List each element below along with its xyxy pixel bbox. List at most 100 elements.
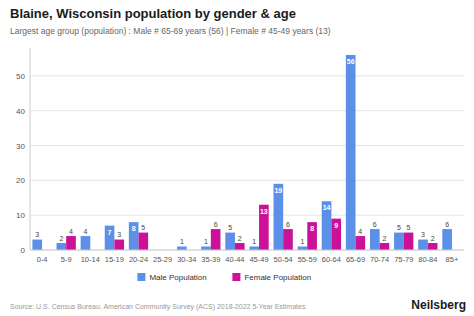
data-label: 2 — [59, 235, 63, 242]
data-label: 1 — [180, 238, 184, 245]
bar — [307, 222, 317, 250]
x-tick-label: 65-69 — [346, 255, 365, 264]
data-label: 3 — [421, 231, 425, 238]
data-label: 13 — [260, 208, 268, 215]
bar — [394, 233, 404, 250]
bar — [57, 243, 67, 250]
y-tick-label: 20 — [16, 176, 25, 185]
x-tick-label: 80-84 — [418, 255, 437, 264]
bar — [81, 236, 91, 250]
data-label: 4 — [84, 228, 88, 235]
legend: Male Population Female Population — [137, 273, 311, 282]
bar — [129, 222, 139, 250]
data-label: 14 — [323, 204, 331, 211]
x-tick-label: 50-54 — [274, 255, 293, 264]
data-label: 5 — [228, 224, 232, 231]
x-tick-label: 15-19 — [105, 255, 124, 264]
y-tick-label: 40 — [16, 107, 25, 116]
data-label: 2 — [238, 235, 242, 242]
bar — [235, 243, 245, 250]
grid-line — [30, 180, 464, 181]
bar — [139, 233, 149, 250]
legend-swatch — [137, 273, 145, 281]
bar — [211, 229, 221, 250]
x-tick-label: 55-59 — [298, 255, 317, 264]
grid-line — [30, 250, 464, 251]
bars — [32, 55, 452, 250]
legend-swatch — [232, 273, 240, 281]
grid-line — [30, 110, 464, 111]
legend-label: Female Population — [244, 273, 311, 282]
source-note: Source: U.S. Census Bureau, American Com… — [10, 303, 306, 311]
data-label: 4 — [358, 228, 362, 235]
data-label: 5 — [397, 224, 401, 231]
y-tick-label: 10 — [16, 211, 25, 220]
bar — [274, 184, 284, 250]
data-label: 7 — [108, 229, 112, 236]
bar — [428, 243, 438, 250]
data-label: 9 — [334, 222, 338, 229]
y-axis-line — [30, 48, 31, 250]
grid-line — [30, 75, 464, 76]
bar — [105, 226, 115, 250]
data-label: 8 — [132, 225, 136, 232]
bar — [32, 240, 42, 250]
data-label: 2 — [431, 235, 435, 242]
data-labels: 3247811511911456653643562136894252 — [35, 58, 449, 245]
legend-label: Male Population — [149, 273, 206, 282]
y-tick-label: 30 — [16, 142, 25, 151]
grid — [30, 76, 464, 250]
data-label: 6 — [286, 221, 290, 228]
data-label: 19 — [274, 187, 282, 194]
x-tick-label: 35-39 — [201, 255, 220, 264]
bar — [201, 247, 211, 250]
grid-line — [30, 145, 464, 146]
x-tick-label: 20-24 — [129, 255, 148, 264]
bar — [66, 236, 76, 250]
x-tick-label: 40-44 — [225, 255, 244, 264]
x-tick-label: 45-49 — [249, 255, 268, 264]
x-tick-label: 70-74 — [370, 255, 389, 264]
data-label: 5 — [407, 224, 411, 231]
y-tick-label: 50 — [16, 72, 25, 81]
x-tick-label: 5-9 — [61, 255, 72, 264]
data-label: 3 — [35, 231, 39, 238]
grid-line — [30, 215, 464, 216]
data-label: 5 — [141, 224, 145, 231]
bar — [346, 55, 356, 250]
data-label: 6 — [445, 221, 449, 228]
x-tick-label: 25-29 — [153, 255, 172, 264]
bar — [370, 229, 380, 250]
bar — [442, 229, 452, 250]
data-label: 1 — [301, 238, 305, 245]
data-label: 2 — [382, 235, 386, 242]
data-label: 1 — [204, 238, 208, 245]
bar — [322, 201, 332, 250]
bar — [418, 240, 428, 250]
x-tick-label: 75-79 — [394, 255, 413, 264]
x-tick-label: 85+ — [446, 255, 459, 264]
bar — [283, 229, 293, 250]
data-label: 56 — [347, 58, 355, 65]
bar — [114, 240, 124, 250]
data-label: 8 — [310, 225, 314, 232]
x-tick-label: 30-34 — [177, 255, 196, 264]
data-label: 1 — [252, 238, 256, 245]
bar — [331, 219, 341, 250]
bar — [249, 247, 259, 250]
bar — [356, 236, 366, 250]
bar — [259, 205, 269, 250]
x-tick-label: 10-14 — [81, 255, 100, 264]
data-label: 4 — [69, 228, 73, 235]
x-tick-label: 60-64 — [322, 255, 341, 264]
bar — [404, 233, 414, 250]
title: Blaine, Wisconsin population by gender &… — [10, 6, 296, 21]
subtitle: Largest age group (population) : Male # … — [10, 26, 331, 36]
data-label: 6 — [373, 221, 377, 228]
data-label: 6 — [214, 221, 218, 228]
data-label: 3 — [117, 231, 121, 238]
chart: Blaine, Wisconsin population by gender &… — [0, 0, 474, 316]
bar — [298, 247, 308, 250]
x-tick-label: 0-4 — [37, 255, 48, 264]
branding: Neilsberg — [411, 298, 466, 312]
